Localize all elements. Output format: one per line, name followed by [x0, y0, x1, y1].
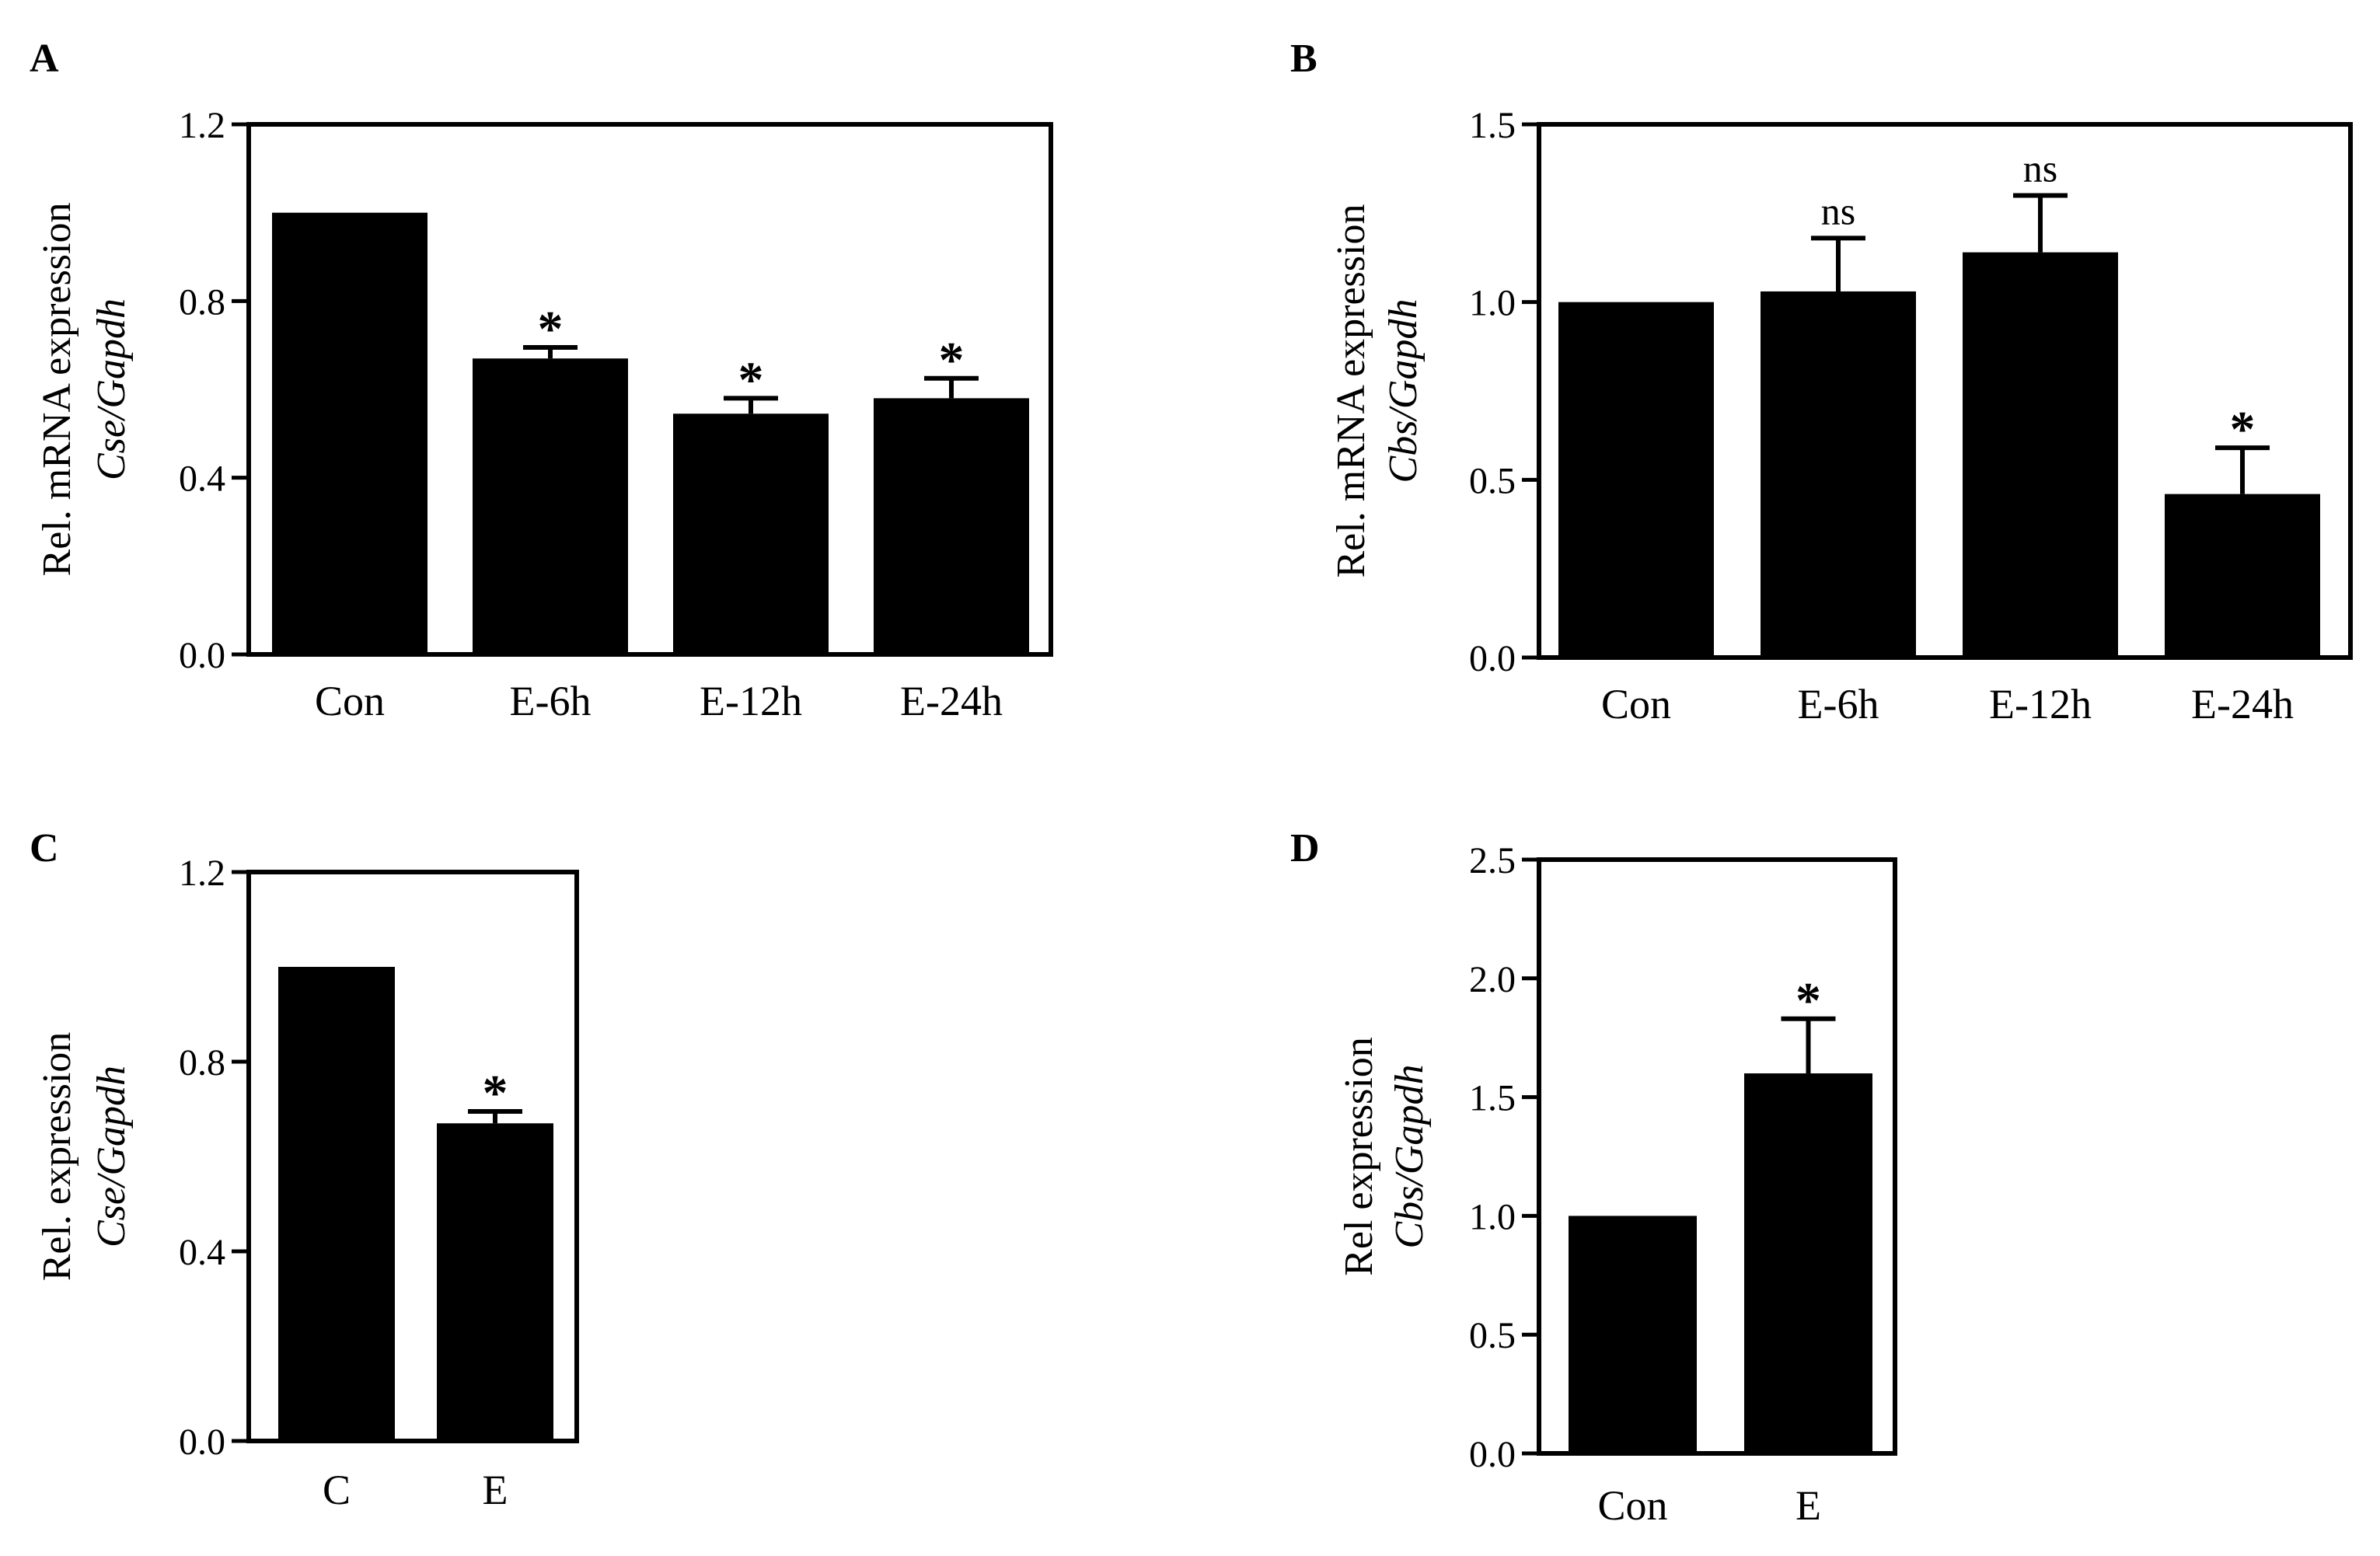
- plot-frame: [246, 870, 579, 1443]
- y-tick-label: 0.4: [179, 1232, 225, 1273]
- bar-e-12h: [1963, 252, 2118, 658]
- y-tick-label: 1.0: [1469, 1196, 1516, 1237]
- panel-letter: D: [1290, 826, 1320, 870]
- plot-frame: [1537, 857, 1897, 1456]
- x-category-label: E: [1795, 1482, 1821, 1529]
- chart-panel-a: A 0.0 0.4 0.8 1.2 Rel. mRNA expression Cse/Gap…: [30, 37, 1053, 724]
- significance-star: *: [939, 332, 965, 389]
- y-tick-label: 1.5: [1469, 105, 1516, 146]
- bar-e: [437, 1123, 553, 1441]
- y-tick-label: 2.5: [1469, 840, 1516, 881]
- y-axis-label: Rel. mRNA expression: [1329, 204, 1373, 578]
- y-tick-label: 0.0: [179, 635, 225, 676]
- y-tick-label: 0.0: [179, 1422, 225, 1463]
- significance-star: *: [538, 301, 564, 358]
- y-tick-label: 1.2: [179, 105, 225, 146]
- y-axis-sublabel: Cbs/Gapdh: [1387, 1065, 1432, 1249]
- significance-star: *: [1795, 972, 1821, 1029]
- x-category-label: Con: [1597, 1482, 1667, 1529]
- y-tick-label: 0.0: [1469, 1434, 1516, 1475]
- y-axis-label: Rel. expression: [35, 1032, 79, 1282]
- x-category-label: E-12h: [700, 678, 802, 724]
- y-axis-sublabel: Cse/Gapdh: [89, 298, 134, 480]
- bar-e-6h: [1761, 291, 1916, 658]
- y-axis-label: Rel. mRNA expression: [35, 203, 79, 577]
- plot-frame: [246, 122, 1053, 657]
- x-category-label: C: [323, 1467, 351, 1513]
- x-category-label: E-12h: [1989, 681, 2092, 727]
- panel-letter: C: [30, 826, 59, 870]
- chart-panel-b: B 0.0 0.5 1.0 1.5 Rel. mRNA expression Cbs/Gap…: [1290, 37, 2353, 727]
- bar-e: [1744, 1073, 1872, 1453]
- x-category-label: E-24h: [2191, 681, 2294, 727]
- significance-ns: ns: [2023, 146, 2057, 190]
- bar-con: [1558, 302, 1714, 658]
- panel-letter: B: [1290, 37, 1317, 81]
- y-axis-label: Rel expression: [1337, 1037, 1381, 1276]
- x-category-label: E-24h: [900, 678, 1003, 724]
- significance-star: *: [483, 1065, 508, 1122]
- y-tick-label: 0.0: [1469, 638, 1516, 679]
- y-tick-label: 0.8: [179, 281, 225, 323]
- significance-star: *: [2230, 401, 2256, 458]
- y-axis-sublabel: Cbs/Gapdh: [1381, 299, 1426, 483]
- y-tick-label: 0.4: [179, 459, 225, 500]
- x-category-label: Con: [315, 678, 385, 724]
- chart-panel-c: C 0.0 0.4 0.8 1.2 Rel. expression Cse/Gapdh C * E: [30, 826, 579, 1513]
- significance-star: *: [738, 351, 764, 408]
- x-category-label: E-6h: [1798, 681, 1879, 727]
- y-tick-label: 1.5: [1469, 1078, 1516, 1119]
- bar-e-12h: [673, 413, 829, 654]
- bar-e-6h: [473, 358, 628, 654]
- panel-letter: A: [30, 37, 59, 81]
- y-tick-label: 2.0: [1469, 959, 1516, 1000]
- significance-ns: ns: [1821, 189, 1855, 232]
- bar-e-24h: [2165, 494, 2320, 658]
- x-category-label: Con: [1601, 681, 1671, 727]
- y-tick-label: 1.0: [1469, 283, 1516, 324]
- x-category-label: E: [483, 1467, 508, 1513]
- y-tick-label: 1.2: [179, 853, 225, 894]
- x-category-label: E-6h: [510, 678, 592, 724]
- y-tick-label: 0.5: [1469, 460, 1516, 501]
- bar-e-24h: [874, 398, 1029, 654]
- bar-con: [272, 212, 427, 655]
- bar-c: [278, 967, 395, 1441]
- chart-panel-d: D 0.0 0.5 1.0 1.5 2.0 2.5 Rel expression Cbs/Gap…: [1290, 826, 1897, 1529]
- bar-con: [1569, 1216, 1697, 1453]
- plot-frame: [1537, 122, 2353, 660]
- y-tick-label: 0.5: [1469, 1315, 1516, 1356]
- y-axis-sublabel: Cse/Gapdh: [89, 1066, 134, 1247]
- y-tick-label: 0.8: [179, 1042, 225, 1083]
